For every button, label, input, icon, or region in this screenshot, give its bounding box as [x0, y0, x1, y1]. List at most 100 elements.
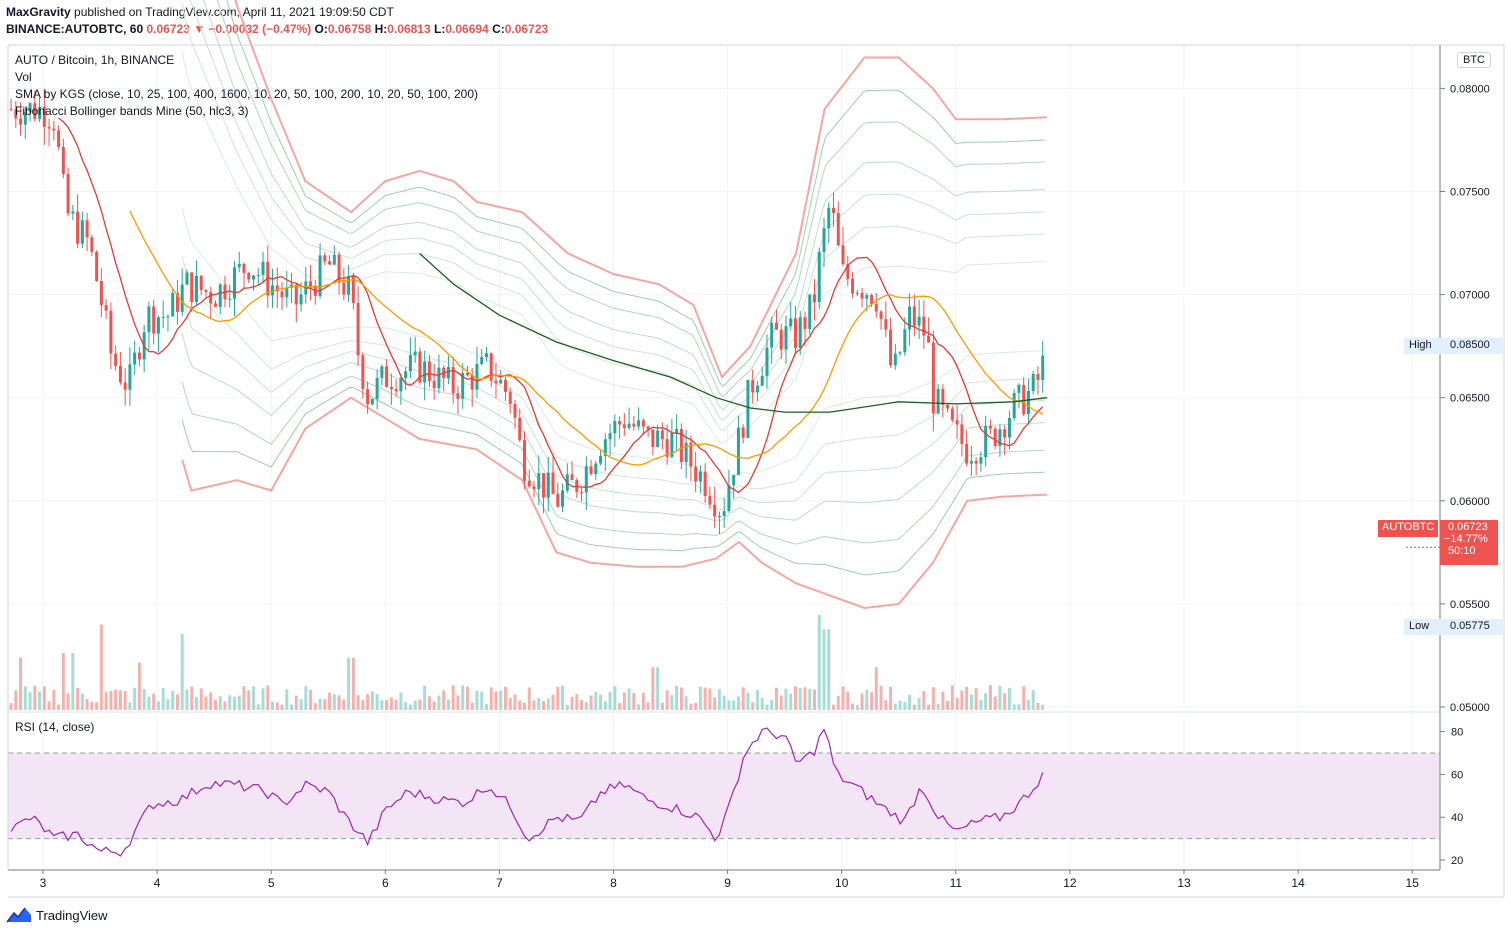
high-marker-label: High [1409, 339, 1432, 351]
candle-body [47, 126, 51, 129]
legend-rsi[interactable]: RSI (14, close) [15, 720, 95, 734]
candle-body [613, 421, 617, 434]
ohlc-line: BINANCE:AUTOBTC, 60 0.06723 ▼ −0.00032 (… [6, 22, 548, 36]
candle-body [261, 261, 265, 275]
candle-body [280, 291, 284, 298]
volume-bar [1017, 704, 1021, 710]
volume-bar [589, 695, 593, 710]
volume-bar [418, 699, 422, 710]
volume-bar [1012, 704, 1016, 710]
volume-bar [142, 689, 146, 710]
candle-body [551, 472, 555, 495]
volume-bar [813, 689, 817, 710]
high-marker-value: 0.08500 [1450, 339, 1490, 351]
candle-body [523, 440, 527, 481]
volume-bar [960, 690, 964, 710]
volume-bar [618, 703, 622, 710]
candle-body [461, 372, 465, 399]
volume-bar [19, 657, 23, 710]
candle-body [408, 355, 412, 372]
candle-body [14, 109, 18, 119]
candle-body [489, 353, 493, 381]
price-label-change: −14.77% [1444, 533, 1488, 545]
candle-body [147, 306, 151, 333]
candle-body [637, 420, 641, 427]
candle-body [846, 264, 850, 279]
candle-body [608, 433, 612, 440]
high-marker: High 0.08500 [1404, 338, 1504, 354]
volume-bar [299, 699, 303, 710]
volume-bar [941, 691, 945, 710]
candle-body [694, 466, 698, 482]
candle-body [175, 292, 179, 312]
volume-bar [1003, 693, 1007, 710]
candle-body [893, 353, 897, 366]
legend-volume[interactable]: Vol [15, 70, 32, 84]
fib-band-lower [181, 207, 1045, 487]
volume-bar [627, 688, 631, 710]
volume-bar [494, 691, 498, 710]
candle-body [851, 278, 855, 294]
volume-bar [61, 653, 65, 710]
candle-body [166, 316, 170, 318]
volume-bar [76, 687, 80, 710]
time-tick-label: 13 [1177, 876, 1191, 890]
volume-bar [613, 686, 617, 710]
candle-body [19, 118, 23, 125]
volume-bar [408, 704, 412, 710]
low-value: 0.06694 [445, 22, 489, 36]
volume-bar [28, 692, 32, 710]
legend-title[interactable]: AUTO / Bitcoin, 1h, BINANCE [15, 53, 175, 67]
volume-bar [57, 704, 61, 710]
volume-bar [446, 699, 450, 710]
candle-body [813, 294, 817, 303]
candle-body [580, 491, 584, 493]
candle-body [1007, 417, 1011, 438]
volume-bar [347, 657, 351, 710]
volume-bar [242, 686, 246, 710]
candle-body [1041, 355, 1045, 380]
volume-bar [955, 697, 959, 710]
volume-bar [889, 686, 893, 710]
candle-body [104, 305, 108, 311]
volume-bar [884, 700, 888, 710]
candle-body [746, 380, 750, 438]
price-tick-label: 0.07000 [1450, 290, 1490, 302]
candle-body [870, 295, 874, 304]
candle-body [61, 146, 65, 174]
tradingview-logo[interactable]: TradingView [6, 906, 108, 924]
candle-body [651, 429, 655, 447]
time-tick-label: 3 [40, 876, 47, 890]
volume-bar [708, 688, 712, 710]
candle-body [599, 456, 603, 464]
legend-fib-bands[interactable]: Fibonacci Bollinger bands Mine (50, hlc3… [15, 104, 249, 118]
candle-body [884, 318, 888, 330]
rsi-tick-label: 40 [1451, 812, 1463, 824]
candle-body [755, 385, 759, 393]
price-label-timer: 50:10 [1448, 545, 1476, 557]
legend-sma[interactable]: SMA by KGS (close, 10, 25, 100, 400, 160… [15, 87, 478, 101]
candle-body [285, 287, 289, 298]
fib-band-upper [216, 0, 1045, 398]
candle-body [936, 389, 940, 414]
publisher-name[interactable]: MaxGravity [6, 5, 71, 19]
candle-body [180, 284, 184, 312]
volume-bar [513, 694, 517, 710]
candle-body [836, 212, 840, 246]
candle-body [822, 228, 826, 252]
candle-body [427, 361, 431, 382]
candle-body [708, 496, 712, 505]
currency-badge[interactable]: BTC [1457, 52, 1491, 68]
candle-body [774, 322, 778, 330]
candle-body [404, 371, 408, 379]
candle-body [133, 352, 137, 365]
candle-body [171, 292, 175, 317]
volume-bar [537, 697, 541, 710]
candle-body [370, 398, 374, 405]
volume-bar [984, 693, 988, 710]
rsi-tick-label: 20 [1451, 855, 1463, 867]
volume-bar [594, 691, 598, 710]
volume-bar [451, 685, 455, 710]
candle-body [532, 486, 536, 490]
